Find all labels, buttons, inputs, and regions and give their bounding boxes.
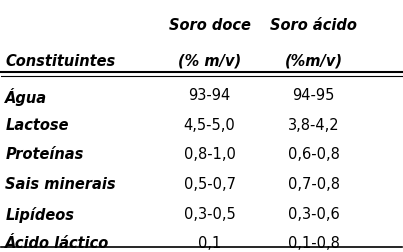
Text: 0,7-0,8: 0,7-0,8 — [288, 176, 340, 191]
Text: Soro doce: Soro doce — [168, 18, 250, 33]
Text: (% m/v): (% m/v) — [178, 53, 241, 68]
Text: Soro ácido: Soro ácido — [270, 18, 357, 33]
Text: 3,8-4,2: 3,8-4,2 — [288, 117, 339, 132]
Text: 0,1: 0,1 — [198, 235, 221, 250]
Text: Sais minerais: Sais minerais — [5, 176, 116, 191]
Text: Lipídeos: Lipídeos — [5, 206, 75, 222]
Text: 0,6-0,8: 0,6-0,8 — [288, 147, 339, 162]
Text: 0,8-1,0: 0,8-1,0 — [184, 147, 235, 162]
Text: 93-94: 93-94 — [188, 88, 231, 103]
Text: (%m/v): (%m/v) — [285, 53, 343, 68]
Text: 0,5-0,7: 0,5-0,7 — [183, 176, 235, 191]
Text: Água: Água — [5, 88, 48, 106]
Text: 0,1-0,8: 0,1-0,8 — [288, 235, 339, 250]
Text: 4,5-5,0: 4,5-5,0 — [184, 117, 235, 132]
Text: Proteínas: Proteínas — [5, 147, 84, 162]
Text: 0,3-0,5: 0,3-0,5 — [184, 206, 235, 221]
Text: Ácido láctico: Ácido láctico — [5, 235, 110, 250]
Text: Lactose: Lactose — [5, 117, 69, 132]
Text: 0,3-0,6: 0,3-0,6 — [288, 206, 339, 221]
Text: Constituintes: Constituintes — [5, 53, 116, 68]
Text: 94-95: 94-95 — [292, 88, 335, 103]
